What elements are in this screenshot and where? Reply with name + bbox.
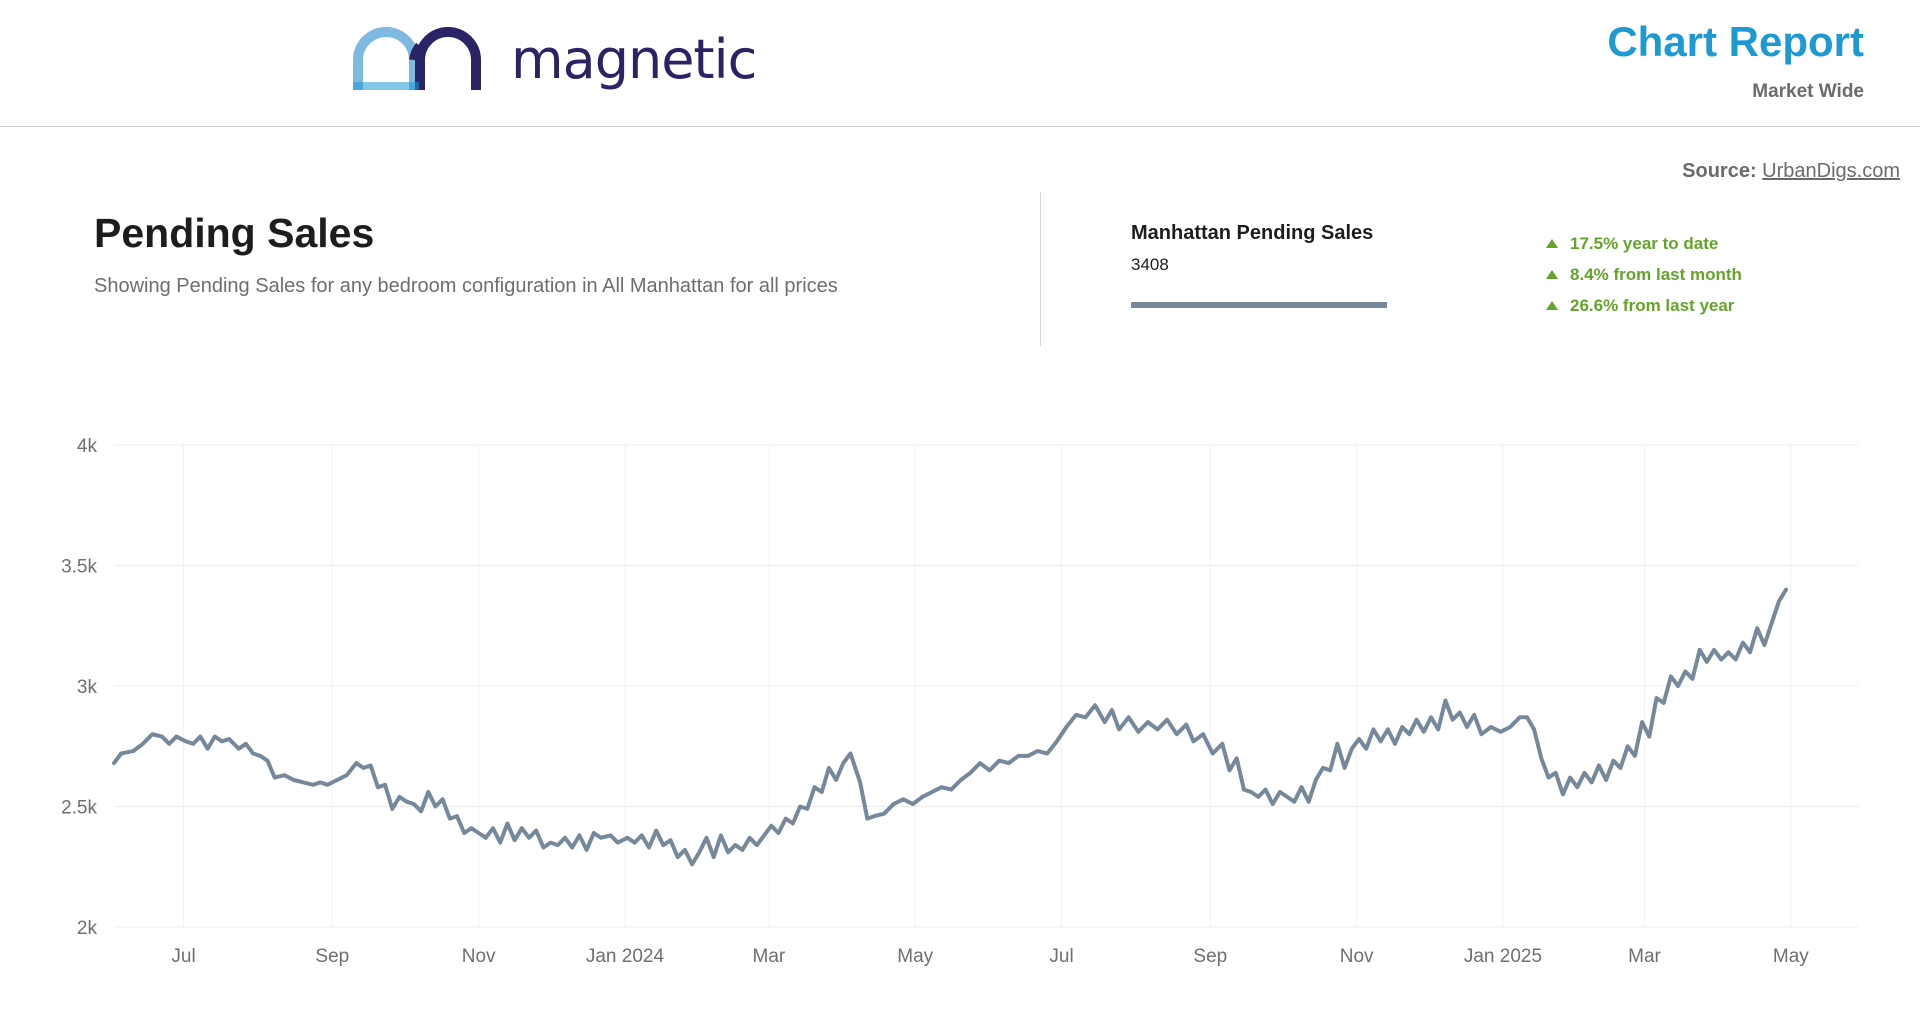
page-subtitle: Showing Pending Sales for any bedroom co… (94, 275, 838, 297)
stat-ytd: 17.5% year to date (1546, 228, 1742, 259)
logo-wordmark: magnetic (511, 28, 757, 91)
series-line (112, 587, 1788, 867)
y-tick-label: 2k (77, 918, 98, 939)
source-attribution: Source: UrbanDigs.com (1682, 160, 1900, 183)
x-tick-label: Nov (462, 946, 496, 967)
x-tick-label: Sep (1193, 946, 1227, 967)
page-title: Pending Sales (94, 210, 375, 256)
stat-year-text: 26.6% from last year (1570, 295, 1735, 315)
x-tick-label: Nov (1340, 946, 1374, 967)
legend-series-name: Manhattan Pending Sales (1131, 222, 1374, 244)
stat-year: 26.6% from last year (1546, 290, 1742, 321)
source-label: Source: (1682, 160, 1757, 182)
up-arrow-icon (1546, 301, 1558, 310)
y-tick-label: 3k (77, 677, 98, 698)
stat-month: 8.4% from last month (1546, 259, 1742, 290)
header-divider (1040, 192, 1041, 346)
legend-series-swatch (1131, 302, 1387, 308)
up-arrow-icon (1546, 239, 1558, 248)
report-scope: Market Wide (1752, 81, 1864, 102)
x-tick-label: Jan 2025 (1464, 946, 1542, 967)
source-link[interactable]: UrbanDigs.com (1762, 160, 1900, 182)
x-tick-label: May (1773, 946, 1809, 967)
magnetic-logo-mark (353, 27, 481, 90)
legend-series-value: 3408 (1131, 255, 1169, 274)
report-header: magnetic Chart Report Market Wide (0, 0, 1920, 127)
x-tick-label: Jan 2024 (586, 946, 665, 967)
x-tick-label: Jul (1049, 946, 1073, 967)
x-tick-label: Sep (315, 946, 349, 967)
x-tick-label: May (897, 946, 933, 967)
stat-ytd-text: 17.5% year to date (1570, 233, 1719, 253)
report-title: Chart Report (1607, 18, 1864, 65)
x-tick-label: Jul (171, 946, 195, 967)
y-tick-label: 4k (77, 436, 98, 457)
change-stats: 17.5% year to date 8.4% from last month … (1546, 228, 1742, 321)
magnetic-logo[interactable]: magnetic (353, 16, 757, 96)
up-arrow-icon (1546, 270, 1558, 279)
x-tick-label: Mar (1628, 946, 1661, 967)
y-tick-label: 2.5k (61, 798, 97, 819)
y-tick-label: 3.5k (61, 557, 97, 578)
x-tick-label: Mar (753, 946, 786, 967)
pending-sales-chart[interactable]: Jul Sep Nov Jan 2024 Mar May Jul Sep Nov Jan 2025… (0, 400, 1920, 1000)
stat-month-text: 8.4% from last month (1570, 264, 1742, 284)
